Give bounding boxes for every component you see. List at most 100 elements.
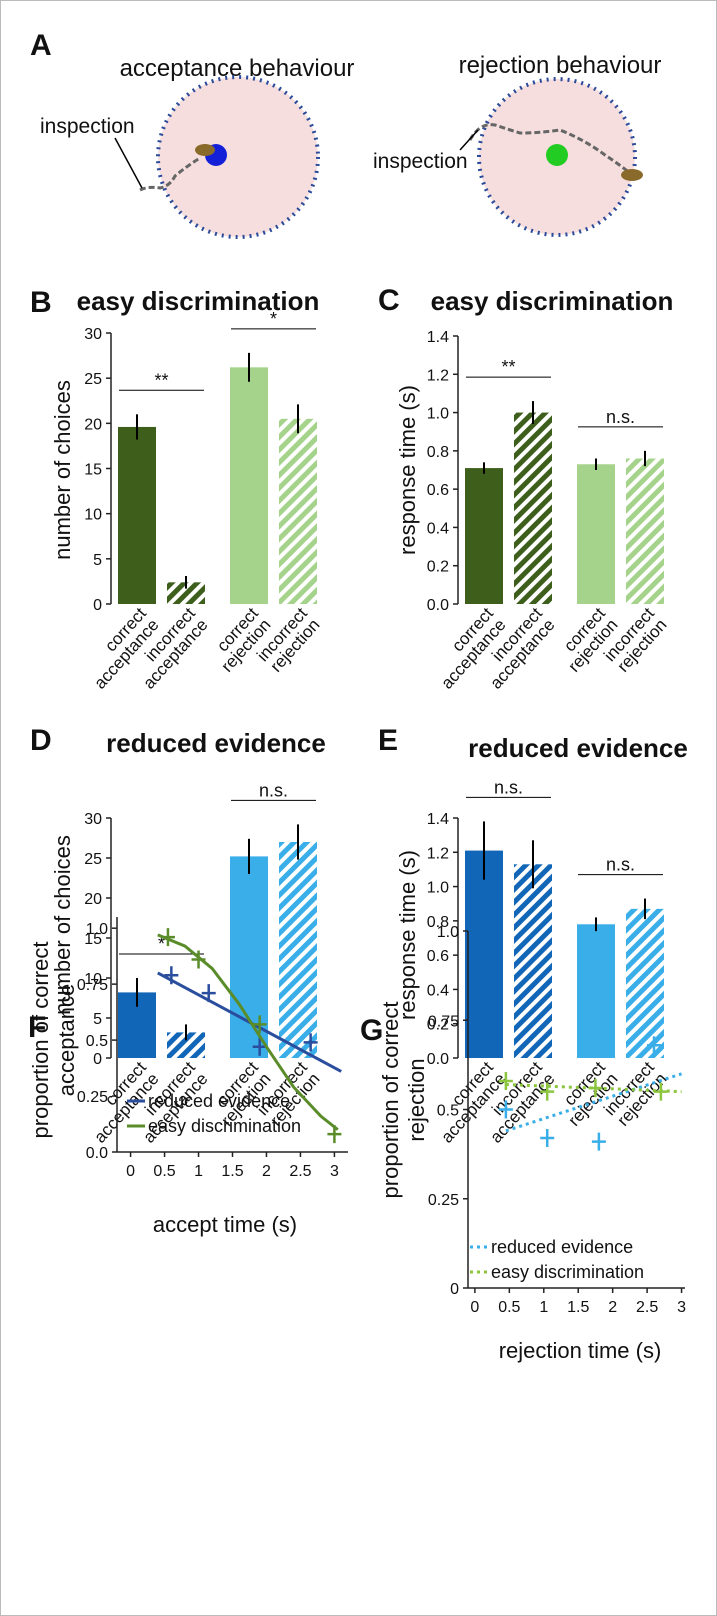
chart-title: easy discrimination [77, 286, 320, 316]
pointer [460, 130, 478, 150]
y-tick-label: 20 [84, 891, 102, 908]
y-tick-label: 0.8 [427, 444, 449, 461]
bar [514, 413, 552, 604]
panel-title: rejection behaviour [459, 52, 662, 79]
y-tick-label: 10 [84, 507, 102, 524]
bar [230, 367, 268, 604]
panel-letter: D [30, 724, 52, 757]
significance-label: n.s. [606, 855, 635, 875]
y-axis-label: rejection [404, 1058, 429, 1141]
y-tick-label: 30 [84, 811, 102, 828]
green-stimulus [546, 144, 568, 166]
legend-label: easy discrimination [491, 1262, 644, 1282]
x-tick-label: 0.5 [153, 1163, 175, 1180]
bar [626, 459, 664, 604]
x-axis-label: rejection time (s) [499, 1338, 662, 1363]
significance-label: n.s. [494, 777, 523, 797]
y-tick-label: 0 [93, 597, 102, 614]
point [540, 1129, 554, 1147]
x-tick-label: 3 [330, 1163, 339, 1180]
y-tick-label: 0.6 [427, 482, 449, 499]
bar [626, 909, 664, 1058]
y-tick-label: 15 [84, 462, 102, 479]
y-tick-label: 0.25 [428, 1192, 459, 1209]
note: inspection [40, 115, 135, 138]
y-tick-label: 1.2 [427, 367, 449, 384]
y-tick-label: 0.25 [77, 1089, 108, 1106]
y-tick-label: 0.0 [86, 1145, 108, 1162]
pointer [115, 138, 142, 188]
panel-letter: E [378, 724, 398, 757]
y-axis-label: number of choices [50, 380, 75, 560]
y-tick-label: 0.5 [86, 1033, 108, 1050]
bar [279, 842, 317, 1058]
y-tick-label: 0.5 [437, 1103, 459, 1120]
x-tick-label: 1 [539, 1299, 548, 1316]
bee [621, 169, 643, 181]
page: A acceptance behaviour rejection behavio… [0, 0, 717, 1616]
bar [577, 464, 615, 604]
significance-label: * [270, 309, 277, 329]
bee [195, 144, 215, 156]
y-tick-label: 0.4 [427, 520, 449, 537]
x-tick-label: 0.5 [498, 1299, 520, 1316]
y-tick-label: 25 [84, 851, 102, 868]
y-axis-label: response time (s) [395, 850, 420, 1020]
chart-title: easy discrimination [431, 286, 674, 316]
arena [158, 77, 318, 237]
y-tick-label: 1.0 [427, 880, 449, 897]
y-tick-label: 0 [450, 1281, 459, 1298]
x-tick-label: 2 [608, 1299, 617, 1316]
bar [279, 419, 317, 604]
figure: A acceptance behaviour rejection behavio… [0, 0, 717, 1616]
y-axis-label: proportion of correct [28, 942, 53, 1139]
significance-label: n.s. [259, 780, 288, 800]
y-tick-label: 1.0 [437, 924, 459, 941]
y-tick-label: 0.0 [427, 597, 449, 614]
x-tick-label: 1.5 [221, 1163, 243, 1180]
y-tick-label: 5 [93, 552, 102, 569]
x-tick-label: 0 [126, 1163, 135, 1180]
y-tick-label: 25 [84, 371, 102, 388]
y-tick-label: 5 [93, 1011, 102, 1028]
x-tick-label: 2.5 [289, 1163, 311, 1180]
panel-letter: C [378, 284, 400, 317]
x-tick-label: 0 [470, 1299, 479, 1316]
bar [465, 468, 503, 604]
y-tick-label: 30 [84, 326, 102, 343]
y-tick-label: 1.2 [427, 845, 449, 862]
point [327, 1125, 341, 1143]
x-tick-label: 2 [262, 1163, 271, 1180]
y-tick-label: 0.4 [427, 982, 449, 999]
y-tick-label: 1.4 [427, 329, 449, 346]
chart-title: reduced evidence [468, 733, 688, 763]
y-axis-label: proportion of correct [378, 1002, 403, 1199]
y-tick-label: 1.0 [86, 921, 108, 938]
y-axis-label: response time (s) [395, 385, 420, 555]
y-tick-label: 1.4 [427, 811, 449, 828]
y-tick-label: 0.2 [427, 559, 449, 576]
legend-label: easy discrimination [148, 1116, 301, 1136]
bar [465, 851, 503, 1058]
note: inspection [373, 150, 468, 173]
significance-label: n.s. [606, 407, 635, 427]
y-tick-label: 0.75 [77, 977, 108, 994]
significance-label: ** [154, 370, 168, 390]
significance-label: ** [501, 357, 515, 377]
y-axis-label: acceptance [54, 984, 79, 1097]
y-tick-label: 0 [93, 1051, 102, 1068]
bar [577, 924, 615, 1058]
chart-title: reduced evidence [106, 728, 326, 758]
y-tick-label: 0.6 [427, 948, 449, 965]
x-tick-label: 1.5 [567, 1299, 589, 1316]
x-tick-label: 1 [194, 1163, 203, 1180]
panel-letter: B [30, 286, 52, 319]
frame [1, 1, 717, 1616]
point [202, 984, 216, 1002]
y-tick-label: 1.0 [427, 406, 449, 423]
panel-letter: A [30, 29, 52, 62]
y-tick-label: 20 [84, 416, 102, 433]
bar [514, 864, 552, 1058]
x-tick-label: 2.5 [636, 1299, 658, 1316]
bar [118, 427, 156, 604]
